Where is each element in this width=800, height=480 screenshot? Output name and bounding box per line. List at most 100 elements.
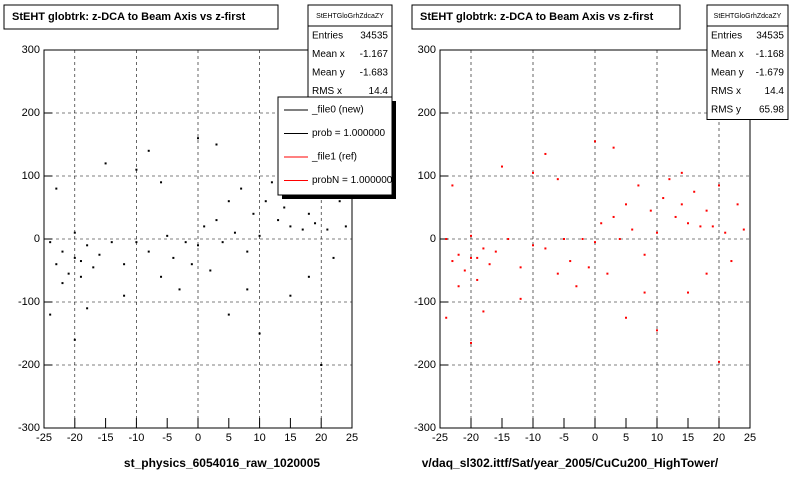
point — [563, 238, 565, 240]
legend-label: _file0 (new) — [311, 105, 364, 116]
y-tick-label: 200 — [22, 107, 40, 119]
point — [451, 260, 454, 263]
x-tick-label: 20 — [315, 432, 327, 444]
x-tick-label: 5 — [623, 432, 629, 444]
point — [569, 260, 572, 263]
stats-value: -1.168 — [756, 49, 785, 60]
point — [649, 209, 652, 212]
point — [147, 250, 150, 253]
point — [67, 272, 70, 275]
point — [532, 244, 534, 247]
point — [320, 364, 323, 366]
y-tick-label: 0 — [34, 233, 40, 245]
stats-value: 65.98 — [759, 105, 784, 116]
point — [307, 212, 310, 215]
x-tick-label: -25 — [36, 432, 52, 444]
point — [482, 310, 485, 313]
y-tick-label: -100 — [414, 296, 436, 308]
point — [283, 206, 286, 209]
point — [86, 244, 89, 247]
point — [79, 275, 82, 278]
point — [49, 313, 52, 316]
point — [246, 288, 249, 291]
stats-box — [307, 4, 393, 102]
point — [190, 263, 193, 266]
point — [92, 266, 95, 269]
stats-box — [706, 4, 789, 120]
stats-value: -1.683 — [360, 68, 389, 79]
y-tick-label: 100 — [22, 170, 40, 182]
legend-label: prob = 1.000000 — [312, 128, 386, 139]
stats-value: -1.679 — [756, 68, 785, 79]
point — [594, 241, 596, 244]
point — [178, 288, 181, 291]
point — [209, 269, 212, 272]
point — [470, 234, 472, 237]
point — [445, 238, 448, 240]
point — [730, 260, 733, 263]
point — [277, 219, 280, 222]
point — [519, 297, 522, 300]
point — [289, 294, 292, 297]
point — [600, 222, 603, 225]
point — [519, 266, 522, 269]
x-tick-label: -25 — [432, 432, 448, 444]
y-tick-label: -200 — [18, 359, 40, 371]
point — [637, 184, 640, 187]
stats-label: Entries — [711, 31, 742, 42]
y-tick-label: -100 — [18, 296, 40, 308]
stats-value: 14.4 — [765, 86, 785, 97]
point — [643, 253, 646, 256]
point — [215, 143, 218, 146]
point — [233, 231, 236, 234]
point — [575, 285, 578, 288]
point — [687, 291, 689, 294]
point — [680, 203, 683, 206]
point — [49, 241, 52, 244]
point — [98, 253, 101, 256]
stats-label: Mean y — [711, 68, 744, 79]
x-tick-label: 10 — [651, 432, 663, 444]
point — [544, 152, 547, 155]
x-tick-label: 5 — [226, 432, 232, 444]
point — [338, 200, 341, 203]
y-tick-label: 100 — [418, 170, 436, 182]
point — [674, 215, 677, 218]
point — [332, 256, 335, 259]
point — [662, 197, 665, 200]
point — [252, 212, 255, 215]
point — [110, 241, 113, 244]
point — [270, 181, 273, 184]
point — [470, 256, 472, 259]
point — [326, 228, 329, 231]
point — [246, 250, 249, 253]
point — [55, 187, 58, 190]
point — [711, 225, 714, 228]
stats-value: 34535 — [756, 31, 784, 42]
point — [594, 140, 596, 143]
point — [135, 241, 138, 244]
x-tick-label: -15 — [494, 432, 510, 444]
stats-label: RMS y — [711, 105, 741, 116]
point — [482, 247, 485, 250]
legend-label: probN = 1.000000 — [312, 175, 393, 186]
title-box — [411, 4, 681, 30]
point — [197, 137, 199, 140]
point — [160, 181, 163, 184]
point — [123, 294, 126, 297]
point — [476, 278, 479, 281]
point — [344, 225, 347, 228]
x-tick-label: -15 — [98, 432, 114, 444]
point — [718, 360, 720, 363]
point — [79, 260, 82, 263]
stats-value: 34535 — [360, 31, 388, 42]
point — [470, 341, 472, 344]
point — [556, 178, 559, 181]
x-tick-label: -10 — [525, 432, 541, 444]
point — [587, 266, 590, 269]
x-tick-label: 0 — [195, 432, 201, 444]
point — [581, 238, 584, 240]
point — [258, 332, 261, 335]
point — [123, 263, 126, 266]
